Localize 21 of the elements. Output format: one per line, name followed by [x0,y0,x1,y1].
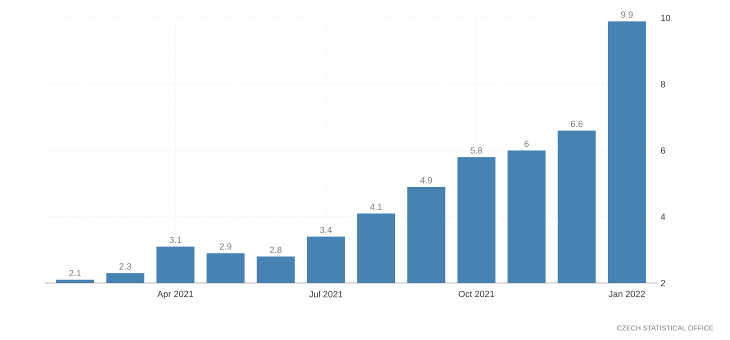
data-label: 9.9 [621,11,633,18]
y-tick-label: 10 [661,14,670,22]
data-label: 6 [524,140,529,147]
data-label: 3.1 [170,236,182,244]
data-label: 2.1 [69,270,81,276]
y-tick-label: 8 [660,81,666,88]
data-label: 6.6 [570,120,583,128]
x-tick-label: Jan 2022 [608,290,645,298]
data-label: 2.9 [220,243,232,250]
data-label: 5.8 [470,147,482,154]
x-tick-label: Oct 2021 [458,290,494,298]
data-label: 3.4 [320,226,332,234]
data-label: 2.3 [119,263,132,270]
y-tick-label: 4 [660,214,666,220]
data-label: 2.8 [270,246,282,253]
data-label: 4.1 [370,204,382,210]
data-label: 4.9 [420,177,432,184]
x-tick-label: Jul 2021 [309,290,342,298]
y-tick-label: 6 [660,147,666,154]
x-tick-label: Apr 2021 [157,290,194,299]
y-tick-label: 2 [660,280,666,286]
